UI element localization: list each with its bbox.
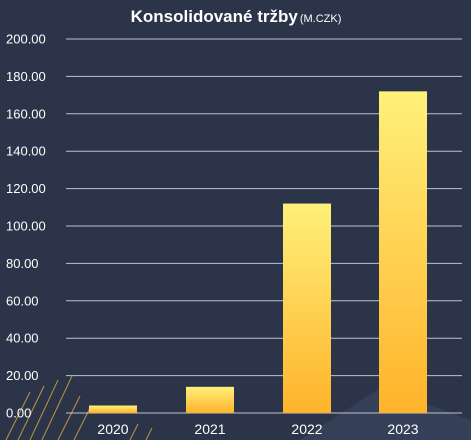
x-tick-label: 2023 (387, 421, 418, 437)
bar-2021 (186, 386, 234, 413)
y-tick-labels: 0.00 20.00 40.00 60.00 80.00 100.00 120.00 140.… (6, 32, 46, 421)
decorative-shape (300, 388, 471, 440)
y-tick-label: 40.00 (6, 331, 39, 346)
x-tick-label: 2021 (194, 421, 225, 437)
bars (89, 91, 427, 414)
y-tick-label: 200.00 (6, 32, 46, 47)
y-tick-label: 120.00 (6, 181, 46, 196)
y-tick-label: 160.00 (6, 106, 46, 121)
chart-title: Konsolidované tržby (M.CZK) (131, 7, 342, 26)
y-tick-label: 60.00 (6, 293, 39, 308)
x-tick-labels: 2020 2021 2022 2023 (97, 421, 418, 437)
y-tick-label: 140.00 (6, 144, 46, 159)
y-tick-label: 180.00 (6, 69, 46, 84)
bar-2023 (379, 91, 427, 414)
y-tick-label: 80.00 (6, 256, 39, 271)
y-tick-label: 0.00 (6, 406, 31, 421)
bar-2022 (283, 203, 331, 413)
decorative-lines (5, 375, 153, 440)
x-tick-label: 2022 (291, 421, 322, 437)
y-tick-label: 20.00 (6, 368, 39, 383)
bar-2020 (89, 405, 137, 413)
y-tick-label: 100.00 (6, 219, 46, 234)
x-tick-label: 2020 (97, 421, 128, 437)
